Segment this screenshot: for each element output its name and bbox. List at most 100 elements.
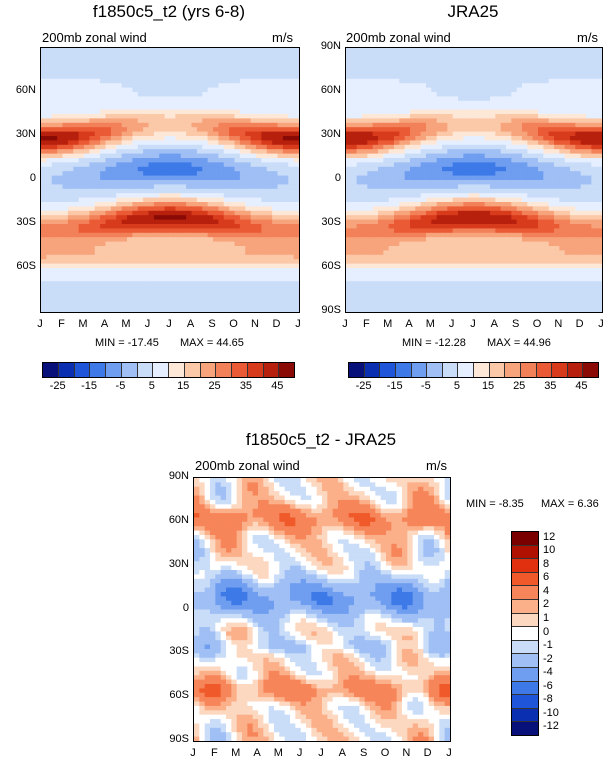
field-cell xyxy=(575,118,582,124)
field-cell xyxy=(186,122,193,128)
field-cell xyxy=(527,87,534,93)
field-cell xyxy=(586,118,592,124)
field-cell xyxy=(84,171,90,177)
field-cell xyxy=(46,298,53,304)
field-cell xyxy=(84,56,90,62)
field-cell xyxy=(372,232,379,238)
field-cell xyxy=(94,140,101,146)
field-cell xyxy=(580,127,587,133)
field-cell xyxy=(121,219,128,225)
field-cell xyxy=(67,48,74,53)
field-cell xyxy=(57,197,64,203)
field-cell xyxy=(463,65,470,71)
field-cell xyxy=(191,153,198,159)
field-cell xyxy=(388,114,395,119)
field-cell xyxy=(351,180,358,185)
field-cell xyxy=(207,228,214,234)
field-cell xyxy=(46,290,53,295)
field-cell xyxy=(282,254,289,260)
field-cell xyxy=(132,202,139,207)
field-cell xyxy=(51,105,58,111)
field-cell xyxy=(159,100,166,106)
field-cell xyxy=(84,96,90,102)
field-cell xyxy=(554,127,560,133)
field-cell xyxy=(218,48,225,53)
field-cell xyxy=(121,136,128,141)
field-cell xyxy=(250,149,257,155)
field-cell xyxy=(559,61,566,67)
field-cell xyxy=(426,87,432,93)
field-cell xyxy=(538,153,544,159)
field-cell xyxy=(148,290,155,295)
field-cell xyxy=(89,298,96,304)
field-cell xyxy=(463,228,470,234)
field-cell xyxy=(143,259,150,265)
field-cell xyxy=(213,74,219,80)
field-cell xyxy=(223,184,230,190)
field-cell xyxy=(538,224,544,229)
field-cell xyxy=(404,202,411,207)
field-cell xyxy=(442,202,448,207)
field-cell xyxy=(346,232,352,238)
field-cell xyxy=(367,83,374,89)
field-cell xyxy=(67,105,74,111)
field-cell xyxy=(272,268,279,273)
field-cell xyxy=(415,114,422,119)
field-cell xyxy=(110,162,117,168)
field-cell xyxy=(458,166,464,172)
field-cell xyxy=(180,61,187,67)
field-cell xyxy=(436,87,443,93)
field-cell xyxy=(186,136,193,141)
field-cell xyxy=(431,83,438,89)
field-cell xyxy=(223,92,230,97)
field-cell xyxy=(543,193,550,199)
field-cell xyxy=(596,118,602,124)
field-cell xyxy=(586,65,592,71)
field-cell xyxy=(57,184,64,190)
field-cell xyxy=(196,206,203,212)
field-cell xyxy=(372,87,379,93)
field-cell xyxy=(127,228,133,234)
field-cell xyxy=(105,188,112,194)
field-cell xyxy=(548,153,555,159)
field-cell xyxy=(522,232,528,238)
field-cell xyxy=(564,109,571,115)
field-cell xyxy=(143,92,150,97)
field-cell xyxy=(121,78,128,84)
field-cell xyxy=(159,87,166,93)
field-cell xyxy=(346,188,352,194)
field-cell xyxy=(186,250,193,256)
field-cell xyxy=(554,52,560,58)
field-cell xyxy=(266,175,273,181)
field-cell xyxy=(394,92,400,97)
field-cell xyxy=(175,259,182,265)
field-cell xyxy=(399,171,406,177)
field-cell xyxy=(420,83,427,89)
field-cell xyxy=(367,175,374,181)
field-cell xyxy=(148,65,155,71)
field-cell xyxy=(458,140,464,146)
field-cell xyxy=(191,100,198,106)
field-cell xyxy=(591,131,598,137)
field-cell xyxy=(51,232,58,238)
field-cell xyxy=(266,70,273,75)
field-cell xyxy=(564,122,571,128)
field-cell xyxy=(94,87,101,93)
field-cell xyxy=(538,105,544,111)
field-cell xyxy=(442,96,448,102)
field-cell xyxy=(250,171,257,177)
field-cell xyxy=(41,259,47,265)
field-cell xyxy=(511,228,518,234)
field-cell xyxy=(575,48,582,53)
field-cell xyxy=(522,96,528,102)
field-cell xyxy=(404,65,411,71)
field-cell xyxy=(436,74,443,80)
field-cell xyxy=(288,188,295,194)
field-cell xyxy=(367,180,374,185)
field-cell xyxy=(479,219,486,225)
field-cell xyxy=(175,188,182,194)
colorbar-label: 45 xyxy=(271,380,284,392)
field-cell xyxy=(362,206,368,212)
field-cell xyxy=(293,290,299,295)
field-cell xyxy=(207,65,214,71)
